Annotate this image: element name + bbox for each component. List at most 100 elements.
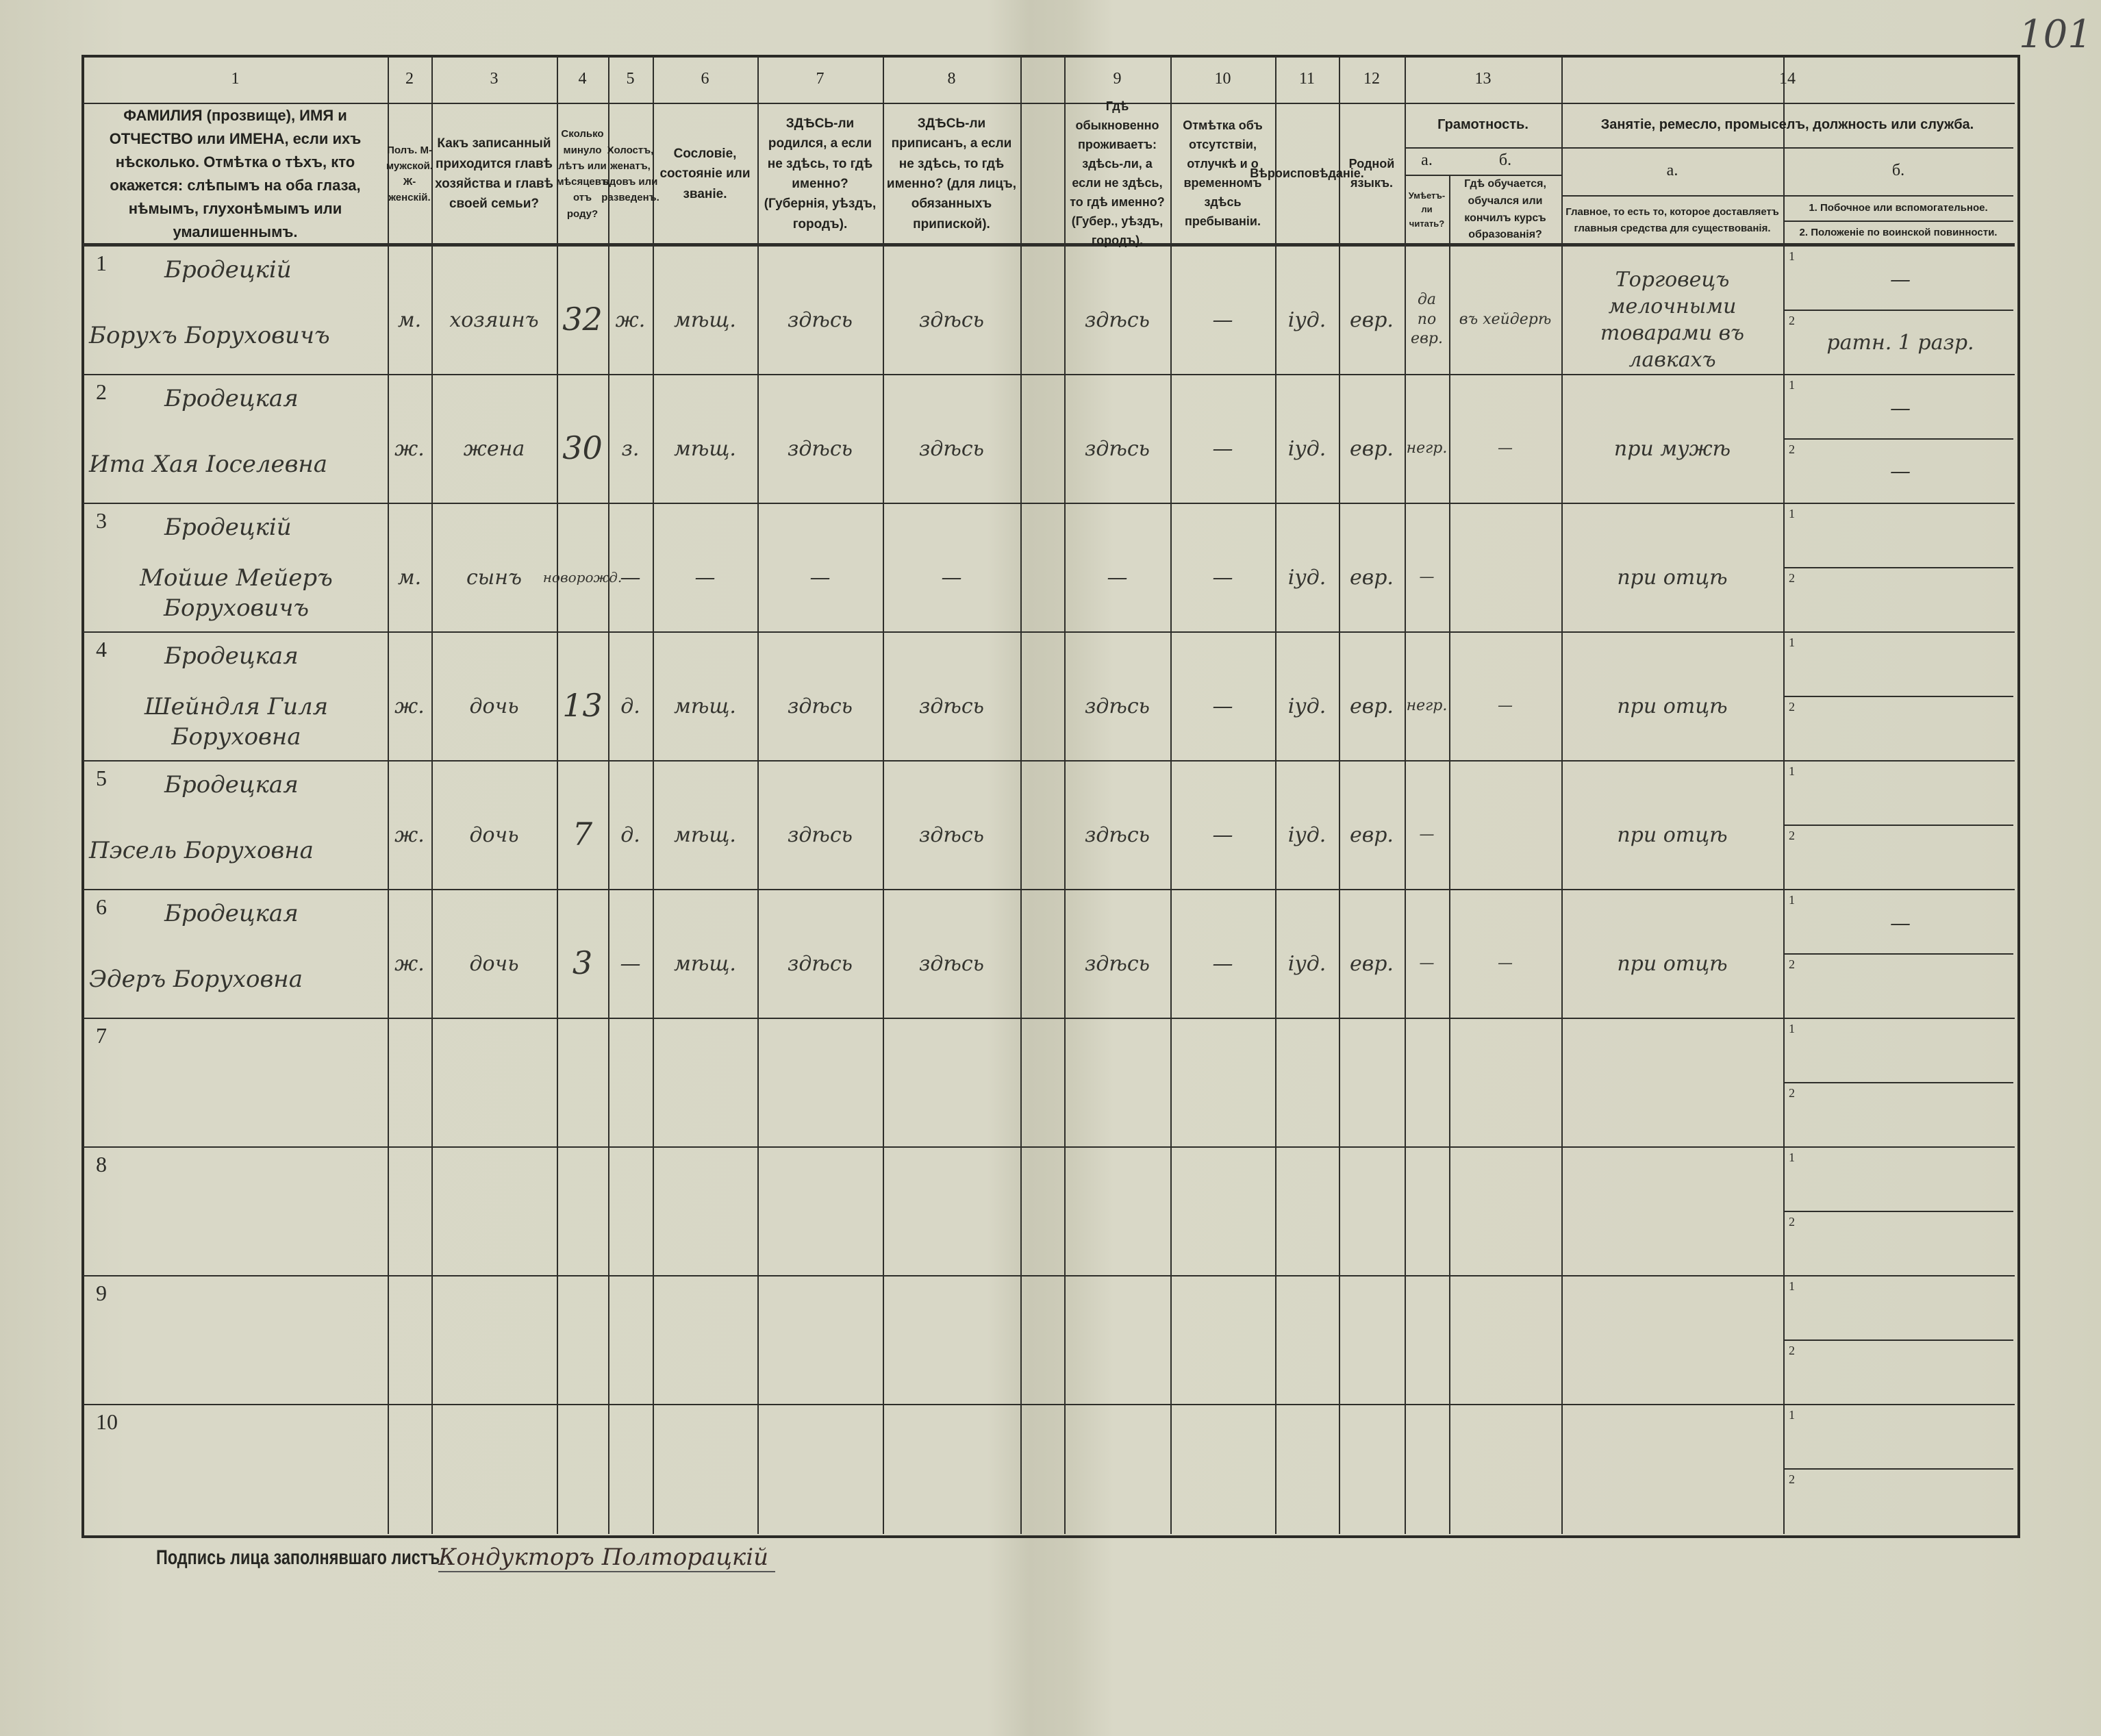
person-name: Пэсель Боруховна <box>89 836 314 864</box>
column-label-14a: а. <box>1666 162 1678 180</box>
cell-occupation: при мужѣ <box>1613 436 1731 461</box>
subrow-label-1: 1 <box>1789 1150 1795 1164</box>
subrow-label-2: 2 <box>1789 1344 1795 1357</box>
column-label-13b: б. <box>1498 151 1512 170</box>
cell-absence: — <box>1212 694 1233 718</box>
subrow-divider <box>1783 825 2013 826</box>
subrow-label-2: 2 <box>1789 1086 1795 1100</box>
column-divider <box>1020 56 1022 1534</box>
cell-religion: іуд. <box>1287 694 1326 718</box>
row-number: 8 <box>96 1152 107 1177</box>
column-header-c10: Отмѣтка объ отсутствіи, отлучкѣ и о врем… <box>1183 118 1263 228</box>
person-surname: Бродецкій <box>164 256 292 284</box>
cell-religion: іуд. <box>1287 565 1326 590</box>
subrow-label-1: 1 <box>1789 1279 1795 1293</box>
row-number: 6 <box>96 894 107 919</box>
cell-religion: іуд. <box>1287 951 1326 976</box>
row-number: 4 <box>96 637 107 662</box>
column-divider <box>1339 56 1340 1534</box>
cell-reads: — <box>1419 825 1435 843</box>
column-header-c14b2: 2. Положеніе по воинской повинности. <box>1799 227 1998 239</box>
column-divider <box>1449 175 1450 1534</box>
cell-military-status: ратн. 1 разр. <box>1826 330 1974 355</box>
subrow-label-2: 2 <box>1789 442 1795 456</box>
column-divider <box>1561 56 1563 1534</box>
cell-military-status: — <box>1890 459 1911 483</box>
cell-registered: здѣсь <box>919 307 984 332</box>
person-name: Мойше Мейеръ Боруховичъ <box>140 564 333 622</box>
column-divider <box>1064 56 1066 1534</box>
column-number: 13 <box>1474 70 1492 88</box>
column-number: 4 <box>578 70 587 88</box>
column-header-c14a: Главное, то есть то, которое доставляетъ… <box>1565 206 1779 234</box>
row-divider <box>83 1018 2015 1019</box>
cell-estate: мѣщ. <box>674 951 736 976</box>
cell-registered: — <box>941 565 962 590</box>
column-divider <box>388 56 389 1534</box>
row-number: 3 <box>96 508 107 533</box>
row-divider <box>83 1146 2015 1148</box>
person-surname: Бродецкая <box>164 385 299 412</box>
cell-absence: — <box>1212 951 1233 976</box>
cell-born: здѣсь <box>788 307 853 332</box>
cell-age: 13 <box>562 687 603 725</box>
column-header-c7: ЗДѢСЬ-ли родился, а если не здѣсь, то гд… <box>764 116 877 231</box>
subrow-label-2: 2 <box>1789 571 1795 585</box>
cell-religion: іуд. <box>1287 307 1326 332</box>
page-number: 101 <box>2019 12 2092 57</box>
cell-estate: мѣщ. <box>674 822 736 847</box>
cell-absence: — <box>1212 307 1233 332</box>
cell-religion: іуд. <box>1287 436 1326 461</box>
cell-absence: — <box>1212 436 1233 461</box>
census-table-frame <box>81 55 2020 1538</box>
cell-occupation: при отцѣ <box>1617 951 1728 976</box>
person-name: Ита Хая Іоселевна <box>89 450 328 478</box>
cell-language: евр. <box>1350 951 1394 976</box>
cell-estate: мѣщ. <box>674 694 736 718</box>
cell-reads: — <box>1419 568 1435 586</box>
column-number: 8 <box>947 70 956 88</box>
cell-registered: здѣсь <box>919 822 984 847</box>
subrow-label-2: 2 <box>1789 957 1795 971</box>
cell-marital: ж. <box>615 307 646 332</box>
cell-relation: жена <box>463 436 525 461</box>
cell-resides: здѣсь <box>1085 436 1150 461</box>
cell-resides: здѣсь <box>1085 822 1150 847</box>
subrow-label-1: 1 <box>1789 893 1795 907</box>
column-divider <box>431 56 433 1534</box>
signature-label: Подпись лица заполнявшаго листъ <box>156 1546 440 1569</box>
column-header-c6: Сословіе, состояніе или званіе. <box>659 146 751 201</box>
subrow-label-2: 2 <box>1789 829 1795 842</box>
column-number: 14 <box>1779 70 1796 88</box>
row-divider <box>83 1404 2015 1405</box>
column-header-c3: Какъ записанный приходится главѣ хозяйст… <box>435 136 553 212</box>
cell-occupation: при отцѣ <box>1617 822 1728 847</box>
cell-reads: негр. <box>1406 696 1448 714</box>
signature: Кондукторъ Полторацкій <box>438 1544 776 1572</box>
cell-marital: д. <box>620 694 640 718</box>
column-number: 5 <box>626 70 635 88</box>
row-divider <box>83 631 2015 633</box>
column-divider <box>608 56 609 1534</box>
cell-estate: мѣщ. <box>674 436 736 461</box>
sublabel-divider <box>1561 195 2013 197</box>
row-number: 2 <box>96 379 107 404</box>
person-surname: Бродецкая <box>164 900 299 927</box>
row-number: 1 <box>96 251 107 275</box>
cell-resides: здѣсь <box>1085 951 1150 976</box>
cell-sex: ж. <box>394 951 425 976</box>
column-header-c13-title: Грамотность. <box>1437 117 1528 132</box>
person-name: Эдеръ Боруховна <box>89 965 303 993</box>
cell-absence: — <box>1212 822 1233 847</box>
cell-estate: мѣщ. <box>674 307 736 332</box>
column-header-c14-title: Занятіе, ремесло, промыселъ, должность и… <box>1600 117 1974 132</box>
cell-born: — <box>809 565 831 590</box>
subrow-label-1: 1 <box>1789 636 1795 649</box>
column-number: 12 <box>1363 70 1380 88</box>
row-number: 10 <box>96 1409 118 1434</box>
subrow-label-1: 1 <box>1789 507 1795 520</box>
cell-relation: дочь <box>469 822 519 847</box>
column-number: 1 <box>231 70 240 88</box>
cell-reads: негр. <box>1406 439 1448 457</box>
person-surname: Бродецкая <box>164 771 299 798</box>
